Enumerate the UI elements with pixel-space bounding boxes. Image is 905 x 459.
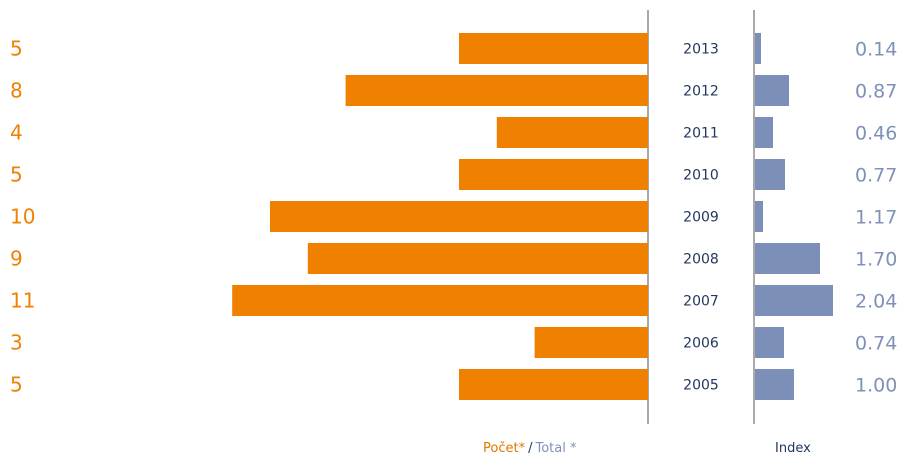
year-label-2006: 2006 bbox=[683, 336, 719, 352]
index-label-2006: 0.74 bbox=[855, 333, 897, 355]
year-label-2012: 2012 bbox=[683, 84, 719, 100]
index-labels: 0.14 0.87 0.46 0.77 1.17 1.70 2.04 0.74 1.00 bbox=[855, 39, 897, 397]
year-labels: 2013 2012 2011 2010 2009 2008 2007 2006 2005 bbox=[683, 42, 719, 394]
year-label-2005: 2005 bbox=[683, 378, 719, 394]
count-label-2010: 5 bbox=[10, 163, 23, 187]
year-label-2013: 2013 bbox=[683, 42, 719, 58]
count-bar-2007 bbox=[232, 285, 648, 316]
count-bar-2013 bbox=[459, 33, 648, 64]
index-label-2013: 0.14 bbox=[855, 39, 897, 61]
index-bar-2007 bbox=[755, 285, 833, 316]
count-axis-title: Počet* / Total * bbox=[483, 441, 576, 456]
count-labels: 5 8 4 5 10 9 11 3 5 bbox=[10, 37, 35, 397]
count-label-2005: 5 bbox=[10, 373, 23, 397]
year-label-2009: 2009 bbox=[683, 210, 719, 226]
index-label-2008: 1.70 bbox=[855, 249, 897, 271]
year-label-2011: 2011 bbox=[683, 126, 719, 142]
count-label-2012: 8 bbox=[10, 79, 23, 103]
count-bar-2006 bbox=[534, 327, 648, 358]
count-axis-title-czech: Počet* bbox=[483, 441, 526, 456]
index-bar-2010 bbox=[755, 159, 785, 190]
count-bars bbox=[232, 33, 648, 400]
count-label-2009: 10 bbox=[10, 205, 35, 229]
index-label-2010: 0.77 bbox=[855, 165, 897, 187]
count-bar-2005 bbox=[459, 369, 648, 400]
index-bar-2011 bbox=[755, 117, 773, 148]
count-bar-2008 bbox=[307, 243, 648, 274]
index-bar-2008 bbox=[755, 243, 820, 274]
count-label-2011: 4 bbox=[10, 121, 23, 145]
year-label-2010: 2010 bbox=[683, 168, 719, 184]
count-label-2007: 11 bbox=[10, 289, 35, 313]
count-bar-2010 bbox=[459, 159, 648, 190]
index-label-2011: 0.46 bbox=[855, 123, 897, 145]
index-bars bbox=[755, 33, 833, 400]
index-label-2007: 2.04 bbox=[855, 291, 897, 313]
index-bar-2013 bbox=[755, 33, 761, 64]
count-bar-2011 bbox=[496, 117, 648, 148]
index-label-2005: 1.00 bbox=[855, 375, 897, 397]
index-label-2009: 1.17 bbox=[855, 207, 897, 229]
index-bar-2012 bbox=[755, 75, 789, 106]
count-axis-title-separator: / bbox=[528, 441, 533, 456]
index-bar-2009 bbox=[755, 201, 763, 232]
year-label-2008: 2008 bbox=[683, 252, 719, 268]
index-axis-title: Index bbox=[775, 441, 811, 456]
index-bar-2005 bbox=[755, 369, 794, 400]
count-axis-title-english: Total * bbox=[535, 441, 577, 456]
count-label-2006: 3 bbox=[10, 331, 23, 355]
count-label-2008: 9 bbox=[10, 247, 23, 271]
index-bar-2006 bbox=[755, 327, 784, 358]
count-label-2013: 5 bbox=[10, 37, 23, 61]
index-label-2012: 0.87 bbox=[855, 81, 897, 103]
year-label-2007: 2007 bbox=[683, 294, 719, 310]
count-bar-2009 bbox=[270, 201, 648, 232]
count-bar-2012 bbox=[345, 75, 648, 106]
